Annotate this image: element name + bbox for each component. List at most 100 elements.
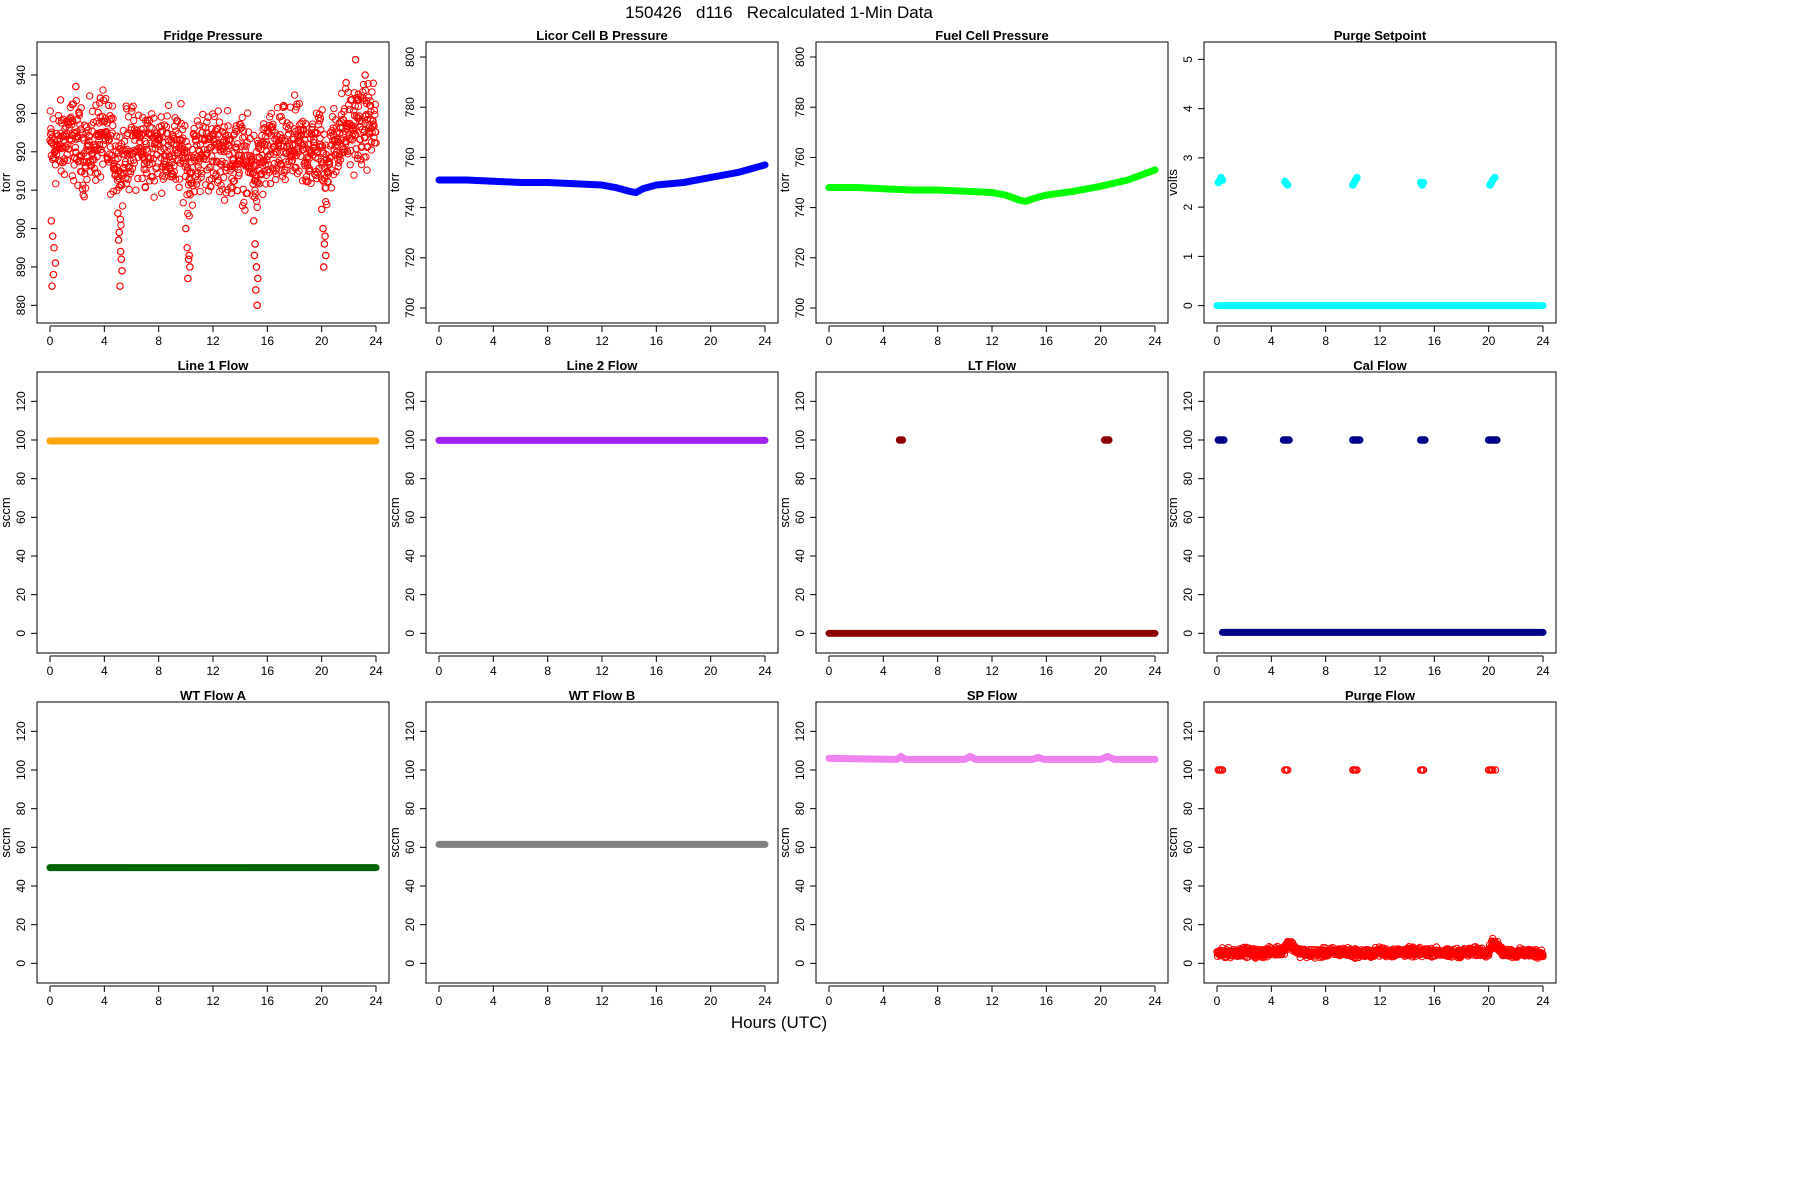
- x-tick-label: 20: [704, 664, 718, 678]
- data-point: [139, 125, 147, 133]
- x-tick-label: 20: [1094, 994, 1108, 1008]
- data-point: [96, 94, 105, 102]
- y-tick-label: 40: [14, 879, 28, 893]
- panel-7: LT Flow sccm 0 20 40 60 80 100 120 0 4 8 12 16 20 24: [777, 358, 1169, 678]
- x-tick-label: 12: [985, 664, 999, 678]
- x-tick-label: 24: [1148, 994, 1162, 1008]
- y-axis-label: torr: [777, 172, 792, 192]
- data-point: [47, 128, 56, 136]
- data-point: [132, 186, 140, 194]
- y-tick-label: 2: [1181, 203, 1195, 210]
- y-tick-label: 800: [403, 47, 417, 67]
- y-tick-label: 100: [1181, 430, 1195, 450]
- panel-title: Line 1 Flow: [178, 358, 250, 373]
- y-tick-label: 760: [403, 147, 417, 167]
- data-point: [146, 154, 155, 163]
- data-point: [1285, 436, 1293, 444]
- data-point: [111, 142, 119, 150]
- data-point: [94, 108, 102, 117]
- x-tick-label: 4: [490, 664, 497, 678]
- data-layer: [1213, 173, 1547, 310]
- data-point: [160, 121, 169, 129]
- series-line: [825, 166, 1159, 205]
- y-tick-label: 3: [1181, 154, 1195, 161]
- data-point: [1218, 176, 1227, 184]
- panel-title: Line 2 Flow: [567, 358, 639, 373]
- data-point: [99, 140, 107, 149]
- x-tick-label: 20: [704, 994, 718, 1008]
- data-point: [118, 202, 127, 210]
- x-tick-label: 4: [101, 664, 108, 678]
- data-point: [162, 163, 170, 171]
- data-point: [1283, 766, 1292, 774]
- y-tick-label: 20: [793, 918, 807, 932]
- data-point: [319, 224, 327, 233]
- data-point: [281, 175, 289, 184]
- data-point: [260, 167, 268, 176]
- x-tick-label: 20: [1482, 664, 1496, 678]
- y-tick-label: 60: [793, 840, 807, 854]
- data-point: [258, 131, 266, 140]
- panel-title: WT Flow A: [180, 688, 247, 703]
- data-point: [128, 107, 136, 115]
- data-point: [272, 169, 280, 178]
- data-point: [186, 263, 194, 271]
- x-tick-label: 16: [650, 994, 664, 1008]
- y-tick-label: 0: [1181, 630, 1195, 637]
- data-point: [324, 178, 332, 186]
- panel-title: LT Flow: [968, 358, 1017, 373]
- data-point: [253, 301, 261, 310]
- data-point: [175, 183, 183, 192]
- data-point: [350, 171, 358, 179]
- x-tick-label: 24: [1536, 334, 1550, 348]
- data-point: [321, 251, 330, 260]
- plot-frame: [815, 41, 1169, 324]
- x-tick-label: 8: [1322, 994, 1329, 1008]
- data-point: [261, 141, 269, 149]
- data-point: [109, 114, 117, 123]
- data-point: [224, 122, 232, 130]
- data-point: [195, 121, 203, 129]
- x-tick-label: 16: [261, 994, 275, 1008]
- data-point: [154, 169, 162, 178]
- data-point: [148, 124, 156, 132]
- x-tick-label: 16: [650, 334, 664, 348]
- data-point: [361, 71, 369, 79]
- data-point: [250, 251, 259, 260]
- data-point: [263, 156, 271, 164]
- y-tick-label: 20: [793, 588, 807, 602]
- y-tick-label: 0: [1181, 302, 1195, 309]
- y-tick-label: 120: [793, 721, 807, 741]
- x-tick-label: 16: [1428, 994, 1442, 1008]
- data-point: [161, 172, 169, 181]
- data-point: [276, 130, 284, 139]
- data-point: [367, 146, 376, 154]
- data-point: [81, 184, 90, 192]
- y-tick-label: 0: [403, 630, 417, 637]
- data-point: [220, 173, 228, 182]
- x-tick-label: 24: [758, 664, 772, 678]
- x-tick-label: 8: [934, 994, 941, 1008]
- data-point: [371, 110, 379, 119]
- data-point: [238, 123, 246, 131]
- data-point: [254, 274, 262, 283]
- x-tick-label: 12: [595, 994, 609, 1008]
- y-axis-label: sccm: [777, 827, 792, 857]
- x-tick-label: 8: [934, 334, 941, 348]
- x-tick-label: 8: [155, 664, 162, 678]
- x-tick-label: 16: [1040, 664, 1054, 678]
- data-point: [352, 130, 360, 139]
- data-point: [364, 79, 372, 88]
- x-axis-caption: Hours (UTC): [730, 1013, 828, 1032]
- data-point: [366, 97, 374, 105]
- x-tick-label: 20: [315, 664, 329, 678]
- data-point: [371, 100, 380, 109]
- data-point: [295, 99, 304, 108]
- plot-frame: [425, 371, 779, 654]
- panel-3: Fuel Cell Pressure torr 700 720 740 760 780 800…: [777, 28, 1169, 348]
- y-tick-label: 80: [14, 472, 28, 486]
- x-tick-label: 4: [490, 994, 497, 1008]
- data-point: [298, 177, 307, 185]
- data-point: [93, 152, 101, 161]
- data-point: [183, 164, 192, 172]
